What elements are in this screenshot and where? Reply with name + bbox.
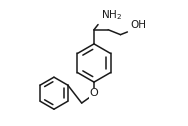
Text: NH$_2$: NH$_2$	[101, 9, 122, 22]
Text: O: O	[90, 88, 98, 98]
Text: OH: OH	[130, 20, 146, 30]
